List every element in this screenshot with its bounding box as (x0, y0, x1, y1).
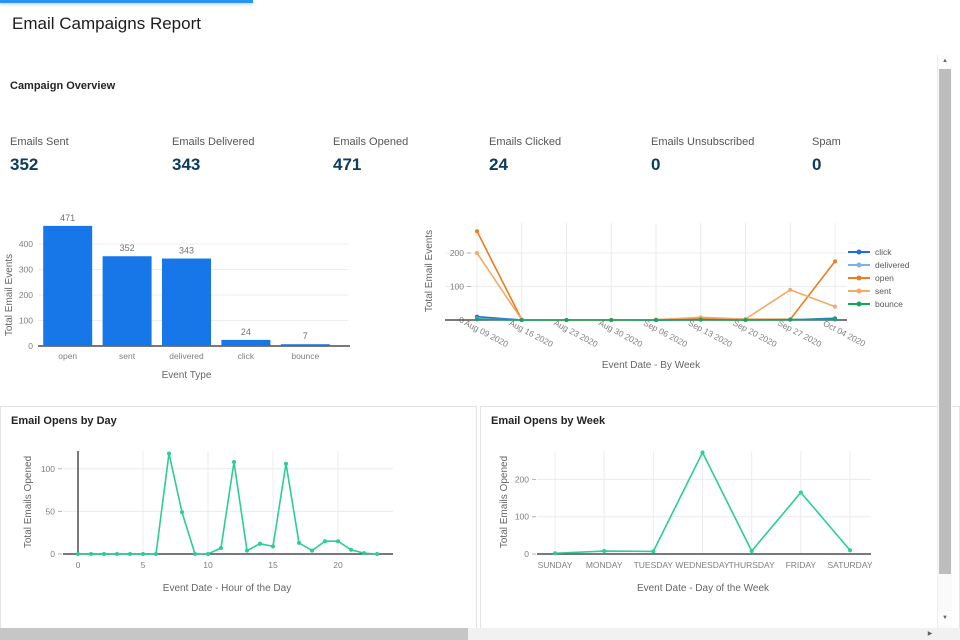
kpi-spam: Spam 0 (812, 136, 932, 175)
card-title: Email Opens by Week (491, 415, 606, 427)
kpi-row: Emails Sent 352 Emails Delivered 343 Ema… (10, 136, 932, 175)
kpi-label: Spam (812, 136, 841, 148)
svg-text:200: 200 (19, 290, 33, 300)
bar-chart-events-by-type[interactable]: 0 100 200 300 400 471 open 352 sent 343 delivered 2… (0, 205, 410, 395)
svg-text:THURSDAY: THURSDAY (729, 560, 775, 570)
kpi-label: Emails Delivered (172, 136, 255, 148)
svg-text:100: 100 (41, 464, 55, 474)
svg-text:100: 100 (19, 316, 33, 326)
kpi-value: 24 (489, 155, 508, 174)
svg-text:SATURDAY: SATURDAY (828, 560, 873, 570)
top-accent-bar (0, 0, 253, 3)
svg-text:Aug 16 2020: Aug 16 2020 (508, 318, 556, 350)
scrollbar-corner (937, 628, 960, 640)
card-title: Email Opens by Day (11, 415, 117, 427)
svg-text:open: open (875, 273, 894, 283)
svg-text:delivered: delivered (169, 351, 204, 361)
svg-text:click: click (238, 351, 255, 361)
svg-text:400: 400 (19, 239, 33, 249)
svg-text:20: 20 (333, 560, 343, 570)
svg-text:Total Email Events: Total Email Events (4, 254, 15, 336)
kpi-emails-unsubscribed: Emails Unsubscribed 0 (651, 136, 812, 175)
svg-text:Event Date - Hour of the Day: Event Date - Hour of the Day (163, 583, 291, 594)
card-email-opens-by-week: Email Opens by Week 0 100 200 SUNDAY MONDAY T… (480, 406, 960, 629)
svg-text:open: open (58, 351, 77, 361)
svg-text:0: 0 (28, 341, 33, 351)
card-email-opens-by-day: Email Opens by Day 0 50 100 0 5 10 15 20 Event D… (0, 406, 477, 629)
vertical-scrollbar-thumb[interactable] (939, 69, 951, 574)
kpi-emails-delivered: Emails Delivered 343 (172, 136, 333, 175)
svg-text:Event Type: Event Type (162, 370, 212, 381)
kpi-label: Emails Sent (10, 136, 69, 148)
svg-text:0: 0 (50, 549, 55, 559)
svg-text:7: 7 (303, 331, 308, 341)
scroll-right-arrow-icon[interactable]: ▶ (927, 631, 933, 637)
svg-text:MONDAY: MONDAY (586, 560, 623, 570)
svg-text:200: 200 (450, 248, 464, 258)
kpi-label: Emails Unsubscribed (651, 136, 755, 148)
kpi-value: 0 (651, 155, 661, 174)
svg-text:FRIDAY: FRIDAY (786, 560, 817, 570)
kpi-value: 471 (333, 155, 362, 174)
svg-text:471: 471 (60, 213, 75, 223)
svg-text:WEDNESDAY: WEDNESDAY (675, 560, 729, 570)
vertical-scrollbar[interactable]: ▲ ▼ (937, 55, 952, 628)
kpi-label: Emails Opened (333, 136, 409, 148)
svg-text:Total Emails Opened: Total Emails Opened (499, 456, 510, 548)
svg-text:Total Emails Opened: Total Emails Opened (23, 456, 34, 548)
svg-text:Aug 23 2020: Aug 23 2020 (552, 318, 600, 350)
svg-text:Aug 30 2020: Aug 30 2020 (597, 318, 645, 350)
kpi-emails-sent: Emails Sent 352 (10, 136, 172, 175)
svg-text:100: 100 (515, 512, 529, 522)
svg-text:bounce: bounce (875, 299, 903, 309)
svg-text:300: 300 (19, 265, 33, 275)
kpi-value: 343 (172, 155, 201, 174)
svg-text:5: 5 (141, 560, 146, 570)
svg-text:Aug 09 2020: Aug 09 2020 (463, 318, 511, 350)
svg-text:24: 24 (241, 327, 251, 337)
svg-text:click: click (875, 247, 892, 257)
svg-text:100: 100 (450, 282, 464, 292)
kpi-emails-clicked: Emails Clicked 24 (489, 136, 651, 175)
svg-text:Sep 06 2020: Sep 06 2020 (642, 318, 690, 350)
svg-text:0: 0 (76, 560, 81, 570)
kpi-value: 352 (10, 155, 39, 174)
scroll-down-arrow-icon[interactable]: ▼ (938, 612, 952, 625)
svg-text:Sep 27 2020: Sep 27 2020 (776, 318, 824, 350)
svg-text:TUESDAY: TUESDAY (634, 560, 674, 570)
svg-text:Sep 20 2020: Sep 20 2020 (731, 318, 779, 350)
svg-text:sent: sent (875, 286, 892, 296)
kpi-emails-opened: Emails Opened 471 (333, 136, 489, 175)
kpi-label: Emails Clicked (489, 136, 562, 148)
kpi-value: 0 (812, 155, 822, 174)
page-title: Email Campaigns Report (12, 14, 201, 33)
svg-text:200: 200 (515, 474, 529, 484)
svg-text:sent: sent (119, 351, 136, 361)
line-chart-opens-by-hour[interactable]: 0 50 100 0 5 10 15 20 Event Date - Hour of the D… (1, 435, 476, 628)
svg-text:352: 352 (120, 243, 135, 253)
svg-text:0: 0 (524, 549, 529, 559)
horizontal-scrollbar-thumb[interactable] (0, 628, 468, 640)
section-title-campaign-overview: Campaign Overview (10, 80, 116, 92)
svg-text:15: 15 (268, 560, 278, 570)
svg-text:50: 50 (46, 506, 56, 516)
svg-text:Sep 13 2020: Sep 13 2020 (687, 318, 735, 350)
svg-text:delivered: delivered (875, 260, 910, 270)
svg-text:Event Date - By Week: Event Date - By Week (602, 360, 701, 371)
svg-text:Total Email Events: Total Email Events (424, 230, 435, 312)
svg-text:SUNDAY: SUNDAY (538, 560, 573, 570)
svg-text:343: 343 (179, 246, 194, 256)
svg-text:bounce: bounce (291, 351, 319, 361)
svg-text:Event Date - Day of the Week: Event Date - Day of the Week (637, 583, 770, 594)
horizontal-scrollbar[interactable]: ▶ (0, 628, 937, 640)
scroll-up-arrow-icon[interactable]: ▲ (938, 55, 952, 68)
line-chart-opens-by-weekday[interactable]: 0 100 200 SUNDAY MONDAY TUESDAY WEDNESDAY THURS… (481, 435, 959, 628)
svg-text:10: 10 (203, 560, 213, 570)
svg-text:Oct 04 2020: Oct 04 2020 (822, 318, 868, 349)
